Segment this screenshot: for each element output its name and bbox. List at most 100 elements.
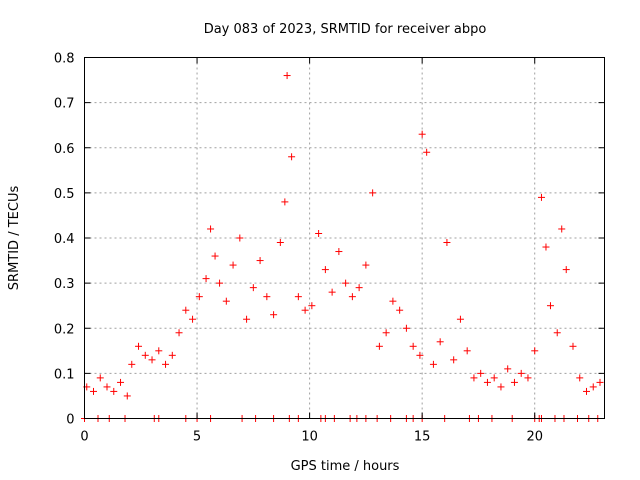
data-point — [582, 387, 590, 395]
data-point — [342, 279, 350, 287]
data-point — [348, 293, 356, 301]
data-point — [202, 275, 210, 283]
data-point — [321, 266, 329, 274]
data-point — [229, 261, 237, 269]
data-point — [123, 392, 131, 400]
data-point — [562, 266, 570, 274]
data-point — [110, 387, 118, 395]
data-point — [409, 342, 417, 350]
data-point — [369, 189, 377, 197]
y-tick-label: 0.7 — [54, 97, 75, 112]
data-point — [270, 311, 278, 319]
data-point — [207, 225, 215, 233]
data-point — [450, 356, 458, 364]
data-point — [162, 360, 170, 368]
data-point — [542, 243, 550, 251]
data-point — [216, 279, 224, 287]
data-point — [490, 374, 498, 382]
data-point — [256, 257, 264, 265]
data-point — [168, 351, 176, 359]
x-tick-label: 15 — [414, 430, 431, 445]
data-point — [477, 369, 485, 377]
data-point — [263, 293, 271, 301]
data-point — [418, 130, 426, 138]
grid — [84, 57, 605, 419]
data-point — [328, 288, 336, 296]
x-tick-label: 20 — [526, 430, 543, 445]
chart-title: Day 083 of 2023, SRMTID for receiver abp… — [204, 22, 487, 37]
x-tick-label: 10 — [301, 430, 318, 445]
data-point — [301, 306, 309, 314]
data-point — [396, 306, 404, 314]
x-tick-label: 0 — [80, 430, 88, 445]
data-point — [436, 338, 444, 346]
data-point — [456, 315, 464, 323]
data-point — [553, 329, 561, 337]
data-point — [483, 378, 491, 386]
y-tick-label: 0.3 — [54, 277, 75, 292]
data-point — [402, 324, 410, 332]
data-point — [389, 297, 397, 305]
data-point — [524, 374, 532, 382]
data-point — [355, 284, 363, 292]
data-point — [546, 302, 554, 310]
data-point — [423, 148, 431, 156]
data-point — [236, 234, 244, 242]
data-point — [517, 369, 525, 377]
data-point — [416, 351, 424, 359]
y-axis-ticks: 0 0.1 0.2 0.3 0.4 0.5 0.6 0.7 0.8 — [54, 52, 605, 428]
data-point — [569, 342, 577, 350]
data-point — [276, 239, 284, 247]
data-point — [504, 365, 512, 373]
data-point — [135, 342, 143, 350]
data-point — [90, 387, 98, 395]
y-tick-label: 0.6 — [54, 142, 75, 157]
data-point — [576, 374, 584, 382]
data-point — [558, 225, 566, 233]
data-point — [315, 229, 323, 237]
y-tick-label: 0.4 — [54, 232, 75, 247]
data-point — [294, 293, 302, 301]
data-point — [470, 374, 478, 382]
data-point — [222, 297, 230, 305]
data-point — [288, 153, 296, 161]
data-point — [589, 383, 597, 391]
data-point — [537, 193, 545, 201]
y-tick-label: 0 — [66, 413, 74, 428]
y-tick-label: 0.2 — [54, 322, 75, 337]
data-point — [382, 329, 390, 337]
x-axis-ticks: 0 5 10 15 20 — [80, 57, 543, 445]
data-point — [463, 347, 471, 355]
y-tick-label: 0.8 — [54, 52, 75, 67]
data-point — [189, 315, 197, 323]
data-point — [335, 248, 343, 256]
data-point — [308, 302, 316, 310]
y-tick-label: 0.1 — [54, 367, 75, 382]
data-point — [362, 261, 370, 269]
data-point — [443, 239, 451, 247]
data-point — [195, 293, 203, 301]
data-point — [141, 351, 149, 359]
data-point — [531, 347, 539, 355]
data-point — [497, 383, 505, 391]
data-point — [117, 378, 125, 386]
data-point — [155, 347, 163, 355]
x-tick-label: 5 — [193, 430, 201, 445]
data-point — [243, 315, 251, 323]
data-point — [96, 374, 104, 382]
data-point — [510, 378, 518, 386]
data-point — [249, 284, 257, 292]
data-point — [103, 383, 111, 391]
data-point — [182, 306, 190, 314]
data-point — [596, 378, 604, 386]
data-point — [128, 360, 136, 368]
data-point — [281, 198, 289, 206]
x-axis-label: GPS time / hours — [291, 459, 400, 474]
data-point — [175, 329, 183, 337]
data-point — [283, 72, 291, 80]
y-axis-label: SRMTID / TECUs — [7, 186, 22, 291]
data-point — [148, 356, 156, 364]
y-tick-label: 0.5 — [54, 187, 75, 202]
data-point — [211, 252, 219, 260]
